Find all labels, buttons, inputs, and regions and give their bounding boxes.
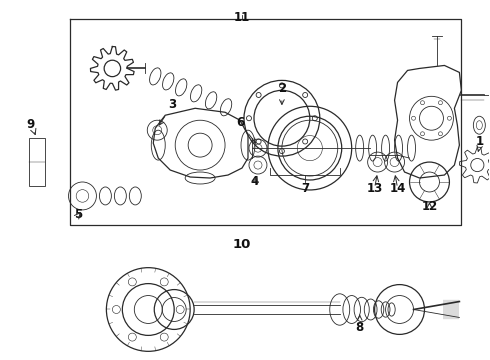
Text: 14: 14	[390, 182, 406, 195]
Bar	[28, 138, 45, 186]
Text: 11: 11	[234, 11, 250, 24]
Text: 8: 8	[356, 315, 364, 334]
Text: 2: 2	[278, 82, 286, 104]
Text: 9: 9	[26, 118, 35, 131]
Text: 3: 3	[159, 98, 176, 125]
Text: 1: 1	[475, 135, 484, 148]
Text: 5: 5	[74, 208, 83, 221]
Text: 4: 4	[251, 175, 259, 188]
Text: 12: 12	[421, 200, 438, 213]
Text: 6: 6	[236, 116, 256, 143]
Text: 10: 10	[233, 238, 251, 251]
Text: 7: 7	[301, 182, 309, 195]
Text: 13: 13	[367, 182, 383, 195]
